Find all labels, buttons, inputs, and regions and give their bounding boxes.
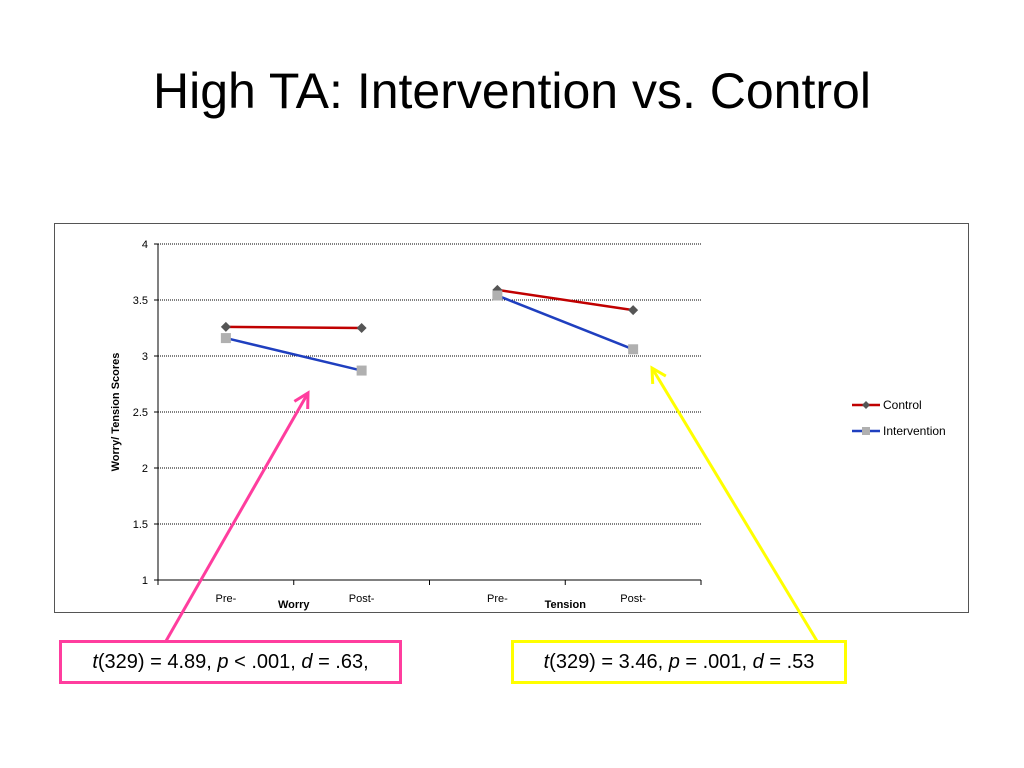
worry-arrow-head — [293, 390, 310, 410]
y-tick-label: 2 — [142, 463, 148, 475]
p-symbol: p — [668, 650, 680, 673]
p-symbol: p — [217, 650, 229, 673]
intervention-line — [496, 294, 634, 351]
p-value: = .001, — [679, 650, 753, 673]
control-line — [225, 325, 362, 330]
group-label: Worry — [278, 599, 310, 611]
d-value: = .53 — [763, 650, 815, 673]
d-symbol: d — [301, 650, 313, 673]
control-point — [356, 323, 367, 333]
p-value: < .001, — [228, 650, 302, 673]
group-label: Tension — [545, 599, 587, 611]
x-tick-label: Pre- — [215, 593, 236, 605]
tension-arrow-head — [650, 365, 667, 385]
intervention-point — [356, 365, 367, 376]
intervention-point — [220, 333, 231, 344]
t-value: (329) = 4.89, — [97, 650, 218, 673]
slide-title: High TA: Intervention vs. Control — [153, 63, 871, 119]
y-tick-label: 1.5 — [133, 519, 148, 531]
x-tick-label: Pre- — [487, 593, 508, 605]
tension-arrow-shaft — [650, 367, 819, 642]
x-tick-label: Post- — [349, 593, 375, 605]
chart-frame — [54, 223, 969, 613]
legend-control-marker — [862, 401, 870, 409]
tension-stats-box: t(329) = 3.46, p = .001, d = .53 — [511, 640, 847, 684]
intervention-line — [225, 336, 362, 372]
intervention-point — [492, 290, 503, 301]
y-axis-title: Worry/ Tension Scores — [110, 353, 122, 472]
y-tick-label: 3.5 — [133, 295, 148, 307]
control-point — [220, 321, 231, 332]
intervention-point — [628, 344, 639, 355]
t-symbol: t — [92, 650, 98, 673]
control-point — [628, 305, 639, 316]
legend-intervention-marker — [862, 427, 870, 435]
worry-arrow-shaft — [164, 392, 310, 642]
y-tick-label: 2.5 — [133, 407, 148, 419]
y-tick-label: 4 — [142, 239, 148, 251]
t-value: (329) = 3.46, — [549, 650, 669, 673]
control-line — [497, 288, 634, 312]
d-symbol: d — [752, 650, 764, 673]
legend-intervention-label: Intervention — [883, 424, 946, 438]
y-tick-label: 3 — [142, 351, 148, 363]
y-tick-label: 1 — [142, 575, 148, 587]
worry-stats-box: t(329) = 4.89, p < .001, d = .63, — [59, 640, 402, 684]
t-symbol: t — [543, 650, 550, 673]
x-tick-label: Post- — [620, 593, 646, 605]
legend-control-label: Control — [883, 398, 922, 412]
d-value: = .63, — [312, 650, 369, 673]
